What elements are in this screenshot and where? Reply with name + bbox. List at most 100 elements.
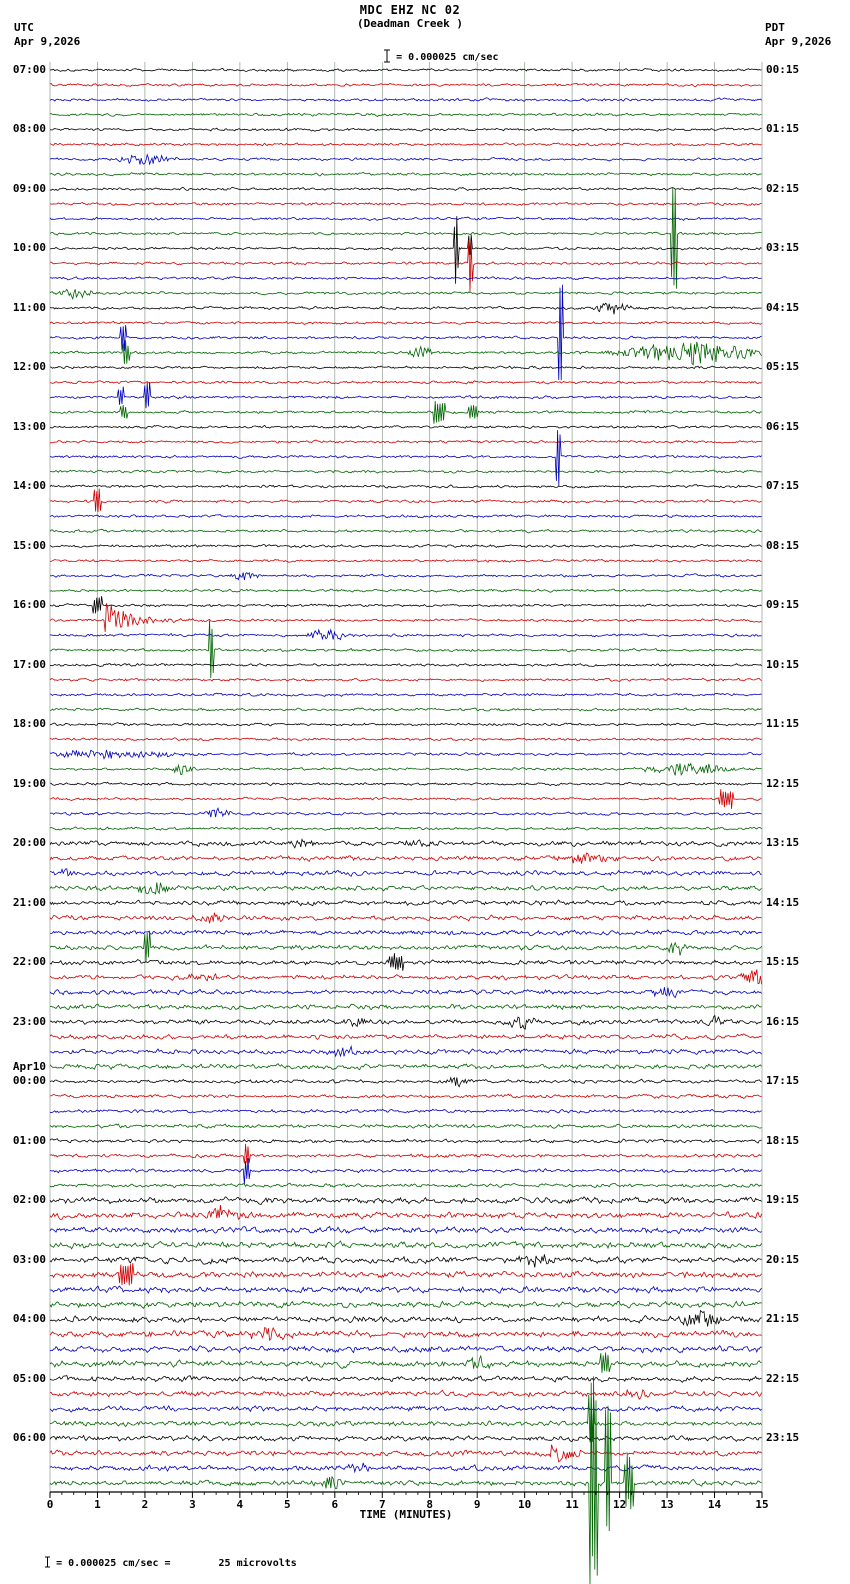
seismogram-trace xyxy=(49,826,762,831)
utc-hour-label: 14:00 xyxy=(12,479,46,493)
seismogram-trace xyxy=(49,852,762,864)
seismogram-trace xyxy=(49,1434,762,1442)
seismogram-trace xyxy=(49,430,762,487)
scale-bar-icon xyxy=(347,38,391,77)
seismogram-trace xyxy=(49,628,762,641)
x-axis-label: TIME (MINUTES) xyxy=(359,1508,453,1521)
seismogram-trace xyxy=(49,1300,762,1309)
seismogram-trace xyxy=(49,737,762,742)
x-tick-label: 10 xyxy=(518,1498,532,1511)
utc-hour-label: 05:00 xyxy=(12,1371,46,1385)
utc-hour-label: 19:00 xyxy=(12,776,46,790)
seismogram-trace xyxy=(49,382,762,409)
utc-label: UTC xyxy=(14,21,34,34)
seismogram-trace xyxy=(49,1240,762,1250)
footer-scale-bar-icon xyxy=(8,1545,51,1582)
seismogram-trace xyxy=(49,1108,762,1114)
seismogram-trace xyxy=(49,1076,762,1088)
pdt-hour-label: 09:15 xyxy=(766,598,800,612)
seismogram-trace xyxy=(49,1345,762,1354)
x-tick-label: 3 xyxy=(189,1498,196,1511)
seismogram-trace xyxy=(49,1123,762,1129)
seismogram-trace xyxy=(49,365,762,370)
seismogram-trace xyxy=(49,1374,762,1383)
pdt-date: Apr 9,2026 xyxy=(765,35,832,48)
seismogram-trace xyxy=(49,1254,762,1268)
pdt-hour-label: 13:15 xyxy=(766,836,800,850)
seismogram-trace xyxy=(49,1143,762,1164)
footer-scale-text: = 0.000025 cm/sec = xyxy=(56,1558,171,1569)
pdt-hour-label: 17:15 xyxy=(766,1074,800,1088)
seismogram-trace xyxy=(49,201,762,206)
seismogram-trace xyxy=(49,302,762,315)
pdt-hour-label: 15:15 xyxy=(766,955,800,969)
seismogram-trace xyxy=(49,1352,762,1373)
seismogram-trace xyxy=(49,514,762,519)
utc-hour-label: 06:00 xyxy=(12,1431,46,1445)
seismogram-trace xyxy=(49,1196,762,1205)
utc-hour-label: 12:00 xyxy=(12,360,46,374)
seismogram-trace xyxy=(49,929,762,937)
seismogram-trace xyxy=(49,1205,762,1220)
seismogram-trace xyxy=(49,112,762,117)
footer-scale: = 0.000025 cm/sec = 25 microvolts xyxy=(8,1545,297,1582)
pdt-hour-label: 04:15 xyxy=(766,300,800,314)
x-tick-label: 4 xyxy=(236,1498,244,1511)
seismogram-trace xyxy=(49,912,762,924)
x-tick-label: 15 xyxy=(755,1498,769,1511)
seismogram-trace xyxy=(49,320,762,325)
seismogram-trace xyxy=(49,1225,762,1235)
pdt-hour-label: 05:15 xyxy=(766,360,800,374)
seismogram-trace xyxy=(49,663,762,667)
seismogram-trace xyxy=(49,1033,762,1041)
x-tick-label: 0 xyxy=(46,1498,54,1511)
seismogram-trace xyxy=(49,188,762,289)
pdt-hour-label: 22:15 xyxy=(766,1371,800,1385)
pdt-hour-label: 21:15 xyxy=(766,1312,800,1326)
seismogram-trace xyxy=(49,1462,762,1474)
pdt-hour-label: 00:15 xyxy=(766,63,800,76)
x-tick-label: 9 xyxy=(473,1498,481,1511)
pdt-hour-label: 03:15 xyxy=(766,241,800,255)
header-scale-text: = 0.000025 cm/sec xyxy=(396,52,499,63)
utc-hour-label: 10:00 xyxy=(12,241,46,255)
x-tick-label: 13 xyxy=(660,1498,674,1511)
seismogram-trace xyxy=(49,620,762,679)
seismogram-trace xyxy=(50,1093,762,1099)
utc-hour-label: 15:00 xyxy=(12,538,46,552)
utc-hour-label: 03:00 xyxy=(12,1252,46,1266)
x-tick-label: 8 xyxy=(426,1498,434,1511)
utc-hour-label: 17:00 xyxy=(12,657,46,671)
seismogram-trace xyxy=(49,439,762,444)
seismogram-trace xyxy=(49,1138,762,1144)
seismogram-trace xyxy=(49,97,762,102)
seismogram-trace xyxy=(49,424,762,429)
seismogram-trace xyxy=(49,1158,762,1185)
x-tick-label: 12 xyxy=(612,1498,627,1511)
seismogram-trace xyxy=(49,153,762,166)
seismogram-trace xyxy=(49,484,762,489)
seismogram-trace xyxy=(49,1182,762,1189)
seismogram-trace xyxy=(49,1063,762,1071)
header-scale-note: = 0.000025 cm/sec xyxy=(347,38,498,77)
x-tick-label: 2 xyxy=(141,1498,149,1511)
utc-hour-label: 04:00 xyxy=(12,1312,46,1326)
seismogram-trace xyxy=(49,1044,762,1058)
pdt-hour-label: 16:15 xyxy=(766,1014,800,1028)
pdt-hour-label: 19:15 xyxy=(766,1193,800,1207)
seismogram-trace xyxy=(49,677,762,682)
utc-hour-label: 18:00 xyxy=(12,717,46,731)
x-tick-label: 6 xyxy=(331,1498,339,1511)
seismogram-trace xyxy=(49,543,762,549)
utc-hour-label: 22:00 xyxy=(12,955,46,969)
pdt-hour-label: 02:15 xyxy=(766,181,800,195)
seismogram-trace xyxy=(49,1014,762,1030)
seismogram-trace xyxy=(49,1376,762,1584)
seismogram-trace xyxy=(49,216,762,284)
seismogram-trace xyxy=(49,882,762,895)
seismogram-trace xyxy=(49,469,762,474)
seismogram-trace xyxy=(49,488,762,513)
seismogram-trace xyxy=(49,340,762,366)
seismogram-trace xyxy=(49,781,762,787)
pdt-hour-label: 06:15 xyxy=(766,419,800,433)
